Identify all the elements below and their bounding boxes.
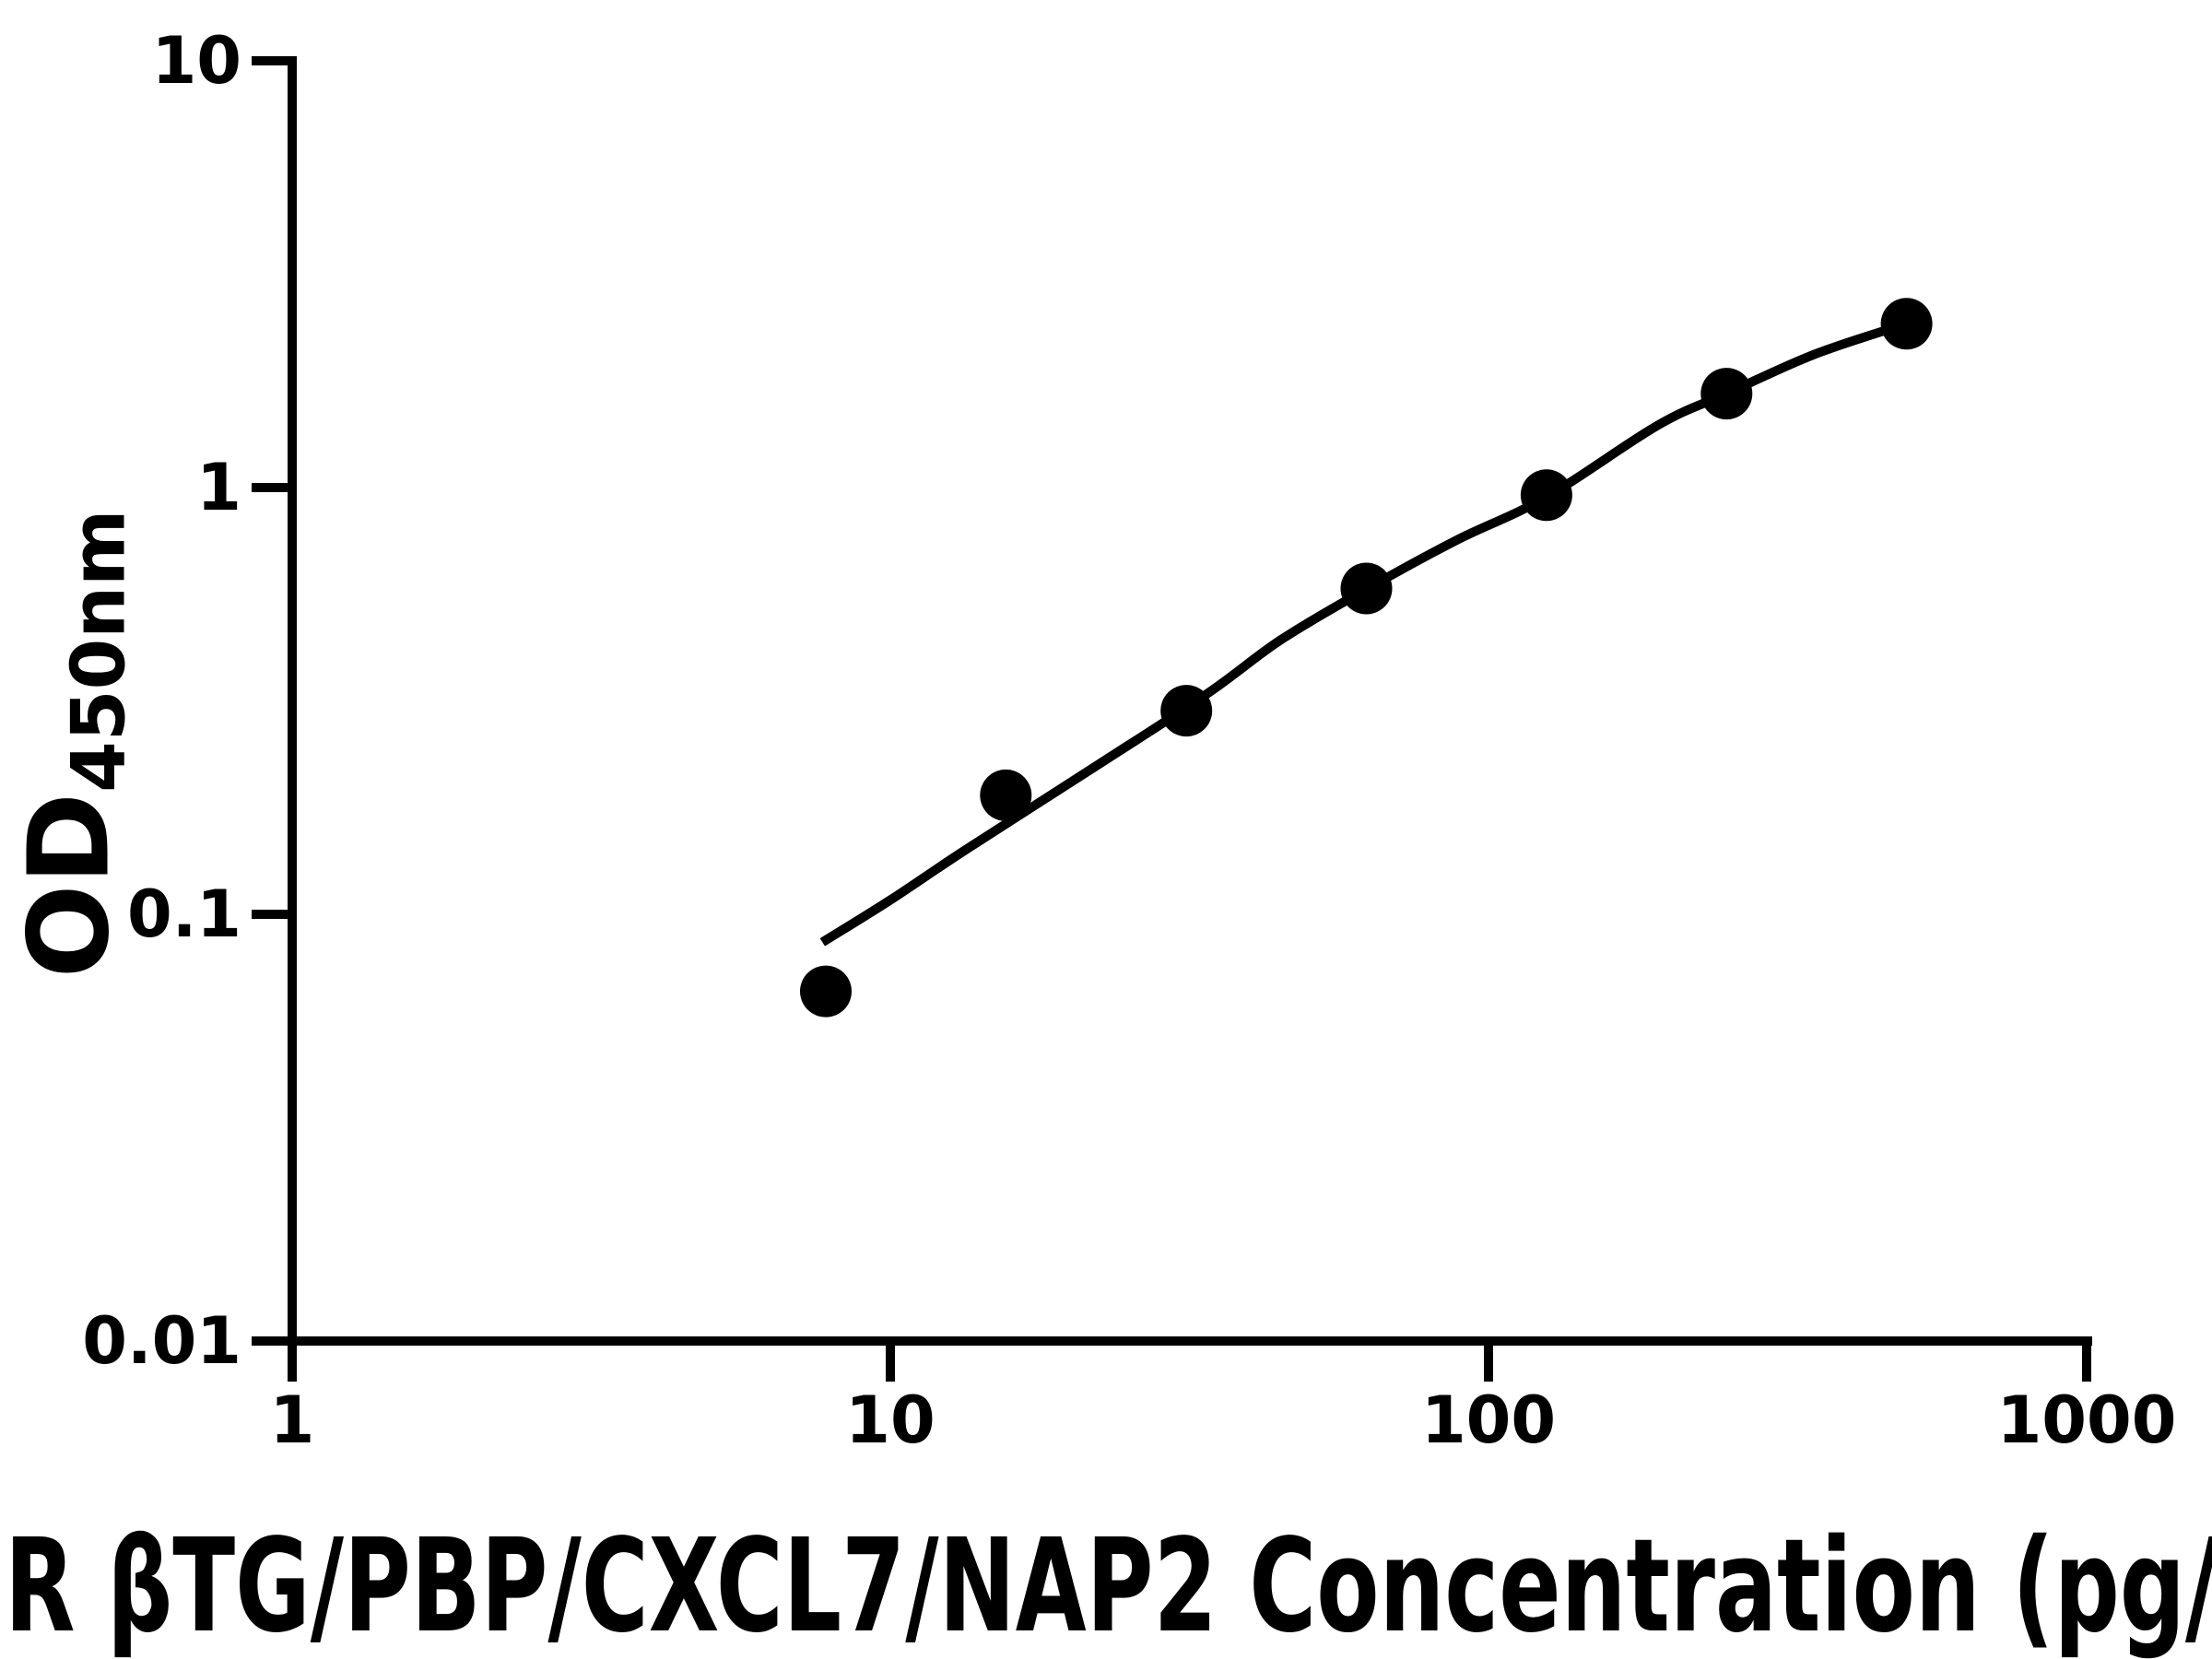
- y-axis-label-subscript: 450nm: [55, 509, 142, 793]
- x-tick-label-10: 10: [845, 1382, 935, 1458]
- y-axis-label-base: OD: [6, 792, 135, 979]
- data-point: [1160, 685, 1213, 737]
- x-tick-label-1000: 1000: [1996, 1382, 2177, 1458]
- x-tick-label-100: 100: [1420, 1382, 1557, 1458]
- data-point: [1520, 469, 1572, 522]
- y-tick-label-10: 10: [151, 23, 241, 99]
- y-axis-label: OD450nm: [6, 510, 142, 979]
- data-point: [1340, 562, 1393, 615]
- x-axis-label: R βTG/PBP/CXCL7/NAP2 Concentration (pg/m…: [5, 1512, 2212, 1659]
- data-point: [980, 769, 1032, 821]
- fit-curve: [819, 320, 1906, 947]
- y-tick-label-1: 1: [196, 450, 241, 525]
- y-tick-label-0.01: 0.01: [82, 1303, 241, 1379]
- y-tick-label-0.1: 0.1: [126, 877, 241, 952]
- data-point: [800, 965, 852, 1018]
- data-point: [1700, 368, 1753, 420]
- data-point: [1880, 298, 1933, 350]
- x-tick-label-1: 1: [269, 1382, 315, 1458]
